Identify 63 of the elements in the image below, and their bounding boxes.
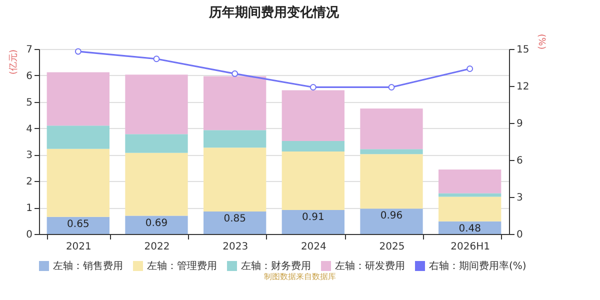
y2-tick-label: 0	[516, 230, 523, 240]
y-tick-label: 1	[26, 203, 32, 214]
bar	[360, 208, 423, 234]
y-tick-label: 0	[26, 230, 32, 240]
chart-title: 历年期间费用变化情况	[208, 4, 340, 20]
bar	[360, 149, 423, 154]
y2-tick-label: 9	[516, 118, 523, 130]
bar	[282, 152, 344, 210]
x-tick-label: 2022	[144, 242, 170, 252]
bar	[204, 212, 266, 234]
point	[466, 66, 474, 72]
text: 制图数据来自数据库	[263, 271, 337, 282]
x-tick-label: 2024	[300, 242, 326, 252]
bar	[438, 170, 502, 194]
data-label: 0.85	[224, 214, 246, 225]
y-tick-label: 3	[26, 150, 32, 162]
point	[232, 70, 238, 77]
point	[388, 84, 395, 90]
y2-tick-label: 3	[516, 192, 523, 204]
y-axis-title: (亿元)	[8, 50, 20, 75]
data-label: 0.65	[67, 218, 90, 230]
y-tick-label: 4	[26, 124, 32, 135]
data-label: 0.69	[145, 218, 168, 229]
data-label: 0.96	[380, 210, 403, 222]
y2-tick-label: 6	[516, 156, 523, 166]
bar	[204, 130, 266, 148]
y2-tick-label: 12	[516, 82, 530, 92]
bar	[438, 196, 502, 222]
x-tick-label: 2026H1	[450, 242, 490, 252]
data-label: 0.91	[302, 212, 324, 223]
point	[310, 84, 316, 90]
legend-label: 左轴：财务费用	[241, 260, 311, 272]
bar	[282, 90, 344, 141]
legend-label: 右轴：期间费用率(%)	[429, 260, 526, 272]
bar	[282, 140, 344, 152]
legend-label: 左轴：研发费用	[335, 260, 405, 272]
bar	[360, 154, 423, 209]
bar	[46, 126, 110, 149]
bar	[125, 74, 188, 134]
bar	[125, 216, 188, 234]
y2-tick-label: 15	[516, 44, 530, 56]
legend-label: 左轴：管理费用	[147, 260, 217, 272]
data-label: 0.48	[458, 223, 481, 234]
y2-axis-title: (%)	[536, 34, 546, 50]
bar	[125, 152, 188, 216]
x-tick-label: 2025	[379, 242, 405, 252]
y-tick-label: 2	[26, 176, 32, 188]
bar	[46, 148, 110, 217]
legend-label: 左轴：销售费用	[53, 260, 123, 272]
y-tick-label: 7	[26, 44, 32, 56]
bar	[282, 210, 344, 234]
bar	[360, 108, 423, 150]
x-tick-label: 2021	[66, 242, 92, 252]
bar	[46, 216, 110, 234]
point	[74, 48, 82, 55]
point	[153, 56, 160, 62]
bar	[125, 134, 188, 153]
bar	[46, 72, 110, 126]
y-tick-label: 5	[26, 97, 32, 108]
bar	[204, 76, 266, 130]
x-tick-label: 2023	[222, 242, 248, 252]
bar	[204, 148, 266, 212]
y-tick-label: 6	[26, 70, 32, 82]
